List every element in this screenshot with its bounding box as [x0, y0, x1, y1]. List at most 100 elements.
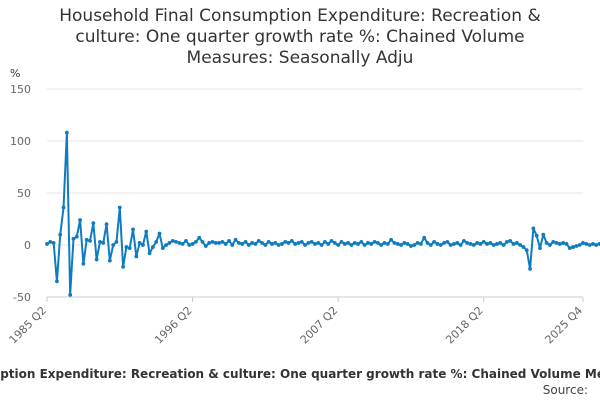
data-point-109 [405, 242, 410, 246]
data-point-149 [538, 246, 542, 251]
data-point-91 [346, 241, 350, 245]
data-point-73 [286, 241, 291, 245]
data-point-146 [528, 267, 532, 271]
data-point-159 [571, 245, 575, 249]
data-point-164 [587, 243, 592, 247]
y-tick-label-1: 100 [10, 135, 31, 148]
data-point-119 [438, 243, 443, 247]
data-point-126 [461, 238, 466, 243]
data-point-60 [243, 239, 248, 244]
data-point-117 [432, 239, 437, 244]
data-point-18 [104, 222, 109, 227]
data-point-74 [289, 238, 294, 243]
x-axis: 1985 Q2 1996 Q2 2007 Q2 2018 Q2 2025 Q4 [7, 296, 585, 347]
data-point-122 [448, 243, 453, 247]
data-point-89 [339, 239, 344, 244]
data-point-153 [551, 239, 556, 244]
data-point-17 [101, 241, 106, 245]
data-point-24 [124, 245, 129, 249]
data-point-161 [577, 243, 582, 247]
data-point-65 [260, 241, 264, 245]
data-point-100 [375, 241, 380, 245]
data-point-54 [223, 242, 228, 246]
data-point-48 [203, 244, 208, 248]
data-point-31 [147, 251, 152, 256]
data-point-37 [167, 241, 172, 245]
data-point-67 [266, 239, 271, 244]
y-tick-label-0: 150 [10, 83, 31, 96]
data-point-51 [213, 241, 218, 245]
data-point-78 [303, 243, 307, 247]
data-point-162 [581, 241, 585, 245]
data-point-27 [134, 254, 139, 259]
data-point-108 [402, 241, 407, 245]
data-point-121 [445, 239, 450, 244]
data-point-86 [329, 238, 334, 243]
data-point-55 [227, 238, 231, 243]
data-point-125 [458, 243, 463, 247]
data-point-148 [534, 233, 539, 238]
data-point-151 [544, 241, 549, 245]
data-point-103 [385, 242, 390, 246]
y-tick-label-2: 50 [17, 187, 31, 200]
data-point-104 [389, 237, 393, 242]
data-point-139 [505, 239, 509, 244]
data-point-142 [514, 241, 519, 245]
data-point-4 [58, 232, 63, 237]
data-point-129 [471, 243, 476, 247]
x-tick-label-3: 2018 Q2 [443, 304, 486, 347]
data-point-39 [174, 239, 178, 244]
data-point-7 [68, 293, 73, 297]
data-point-45 [193, 239, 198, 244]
data-point-134 [488, 241, 493, 245]
data-point-28 [137, 241, 142, 245]
data-point-131 [478, 242, 483, 246]
data-point-61 [246, 243, 251, 247]
chart-title-line-1: Household Final Consumption Expenditure:… [59, 6, 541, 26]
y-tick-label-3: 0 [24, 239, 31, 252]
data-point-40 [177, 241, 182, 245]
data-point-10 [78, 218, 82, 222]
data-point-0 [45, 242, 49, 246]
data-point-76 [296, 241, 301, 245]
y-axis-unit-label: % [10, 67, 21, 80]
data-point-25 [127, 246, 132, 251]
data-point-111 [412, 243, 417, 247]
data-point-2 [51, 241, 56, 245]
data-point-5 [61, 205, 66, 210]
data-point-21 [114, 239, 119, 244]
data-point-157 [564, 242, 569, 246]
data-point-128 [468, 242, 473, 246]
data-point-133 [485, 242, 489, 246]
data-point-49 [207, 241, 212, 245]
data-point-94 [356, 242, 360, 246]
data-point-83 [319, 243, 324, 247]
data-point-163 [584, 242, 589, 246]
data-point-14 [91, 221, 96, 226]
data-point-136 [495, 242, 499, 246]
data-point-145 [524, 248, 529, 253]
data-point-41 [180, 242, 185, 246]
data-point-87 [332, 241, 337, 245]
series-line [46, 131, 600, 296]
data-point-34 [157, 231, 162, 236]
data-point-97 [366, 241, 370, 245]
data-point-72 [283, 239, 288, 244]
data-point-43 [187, 243, 192, 247]
data-point-20 [111, 243, 116, 247]
data-point-137 [498, 241, 503, 245]
gridlines [47, 88, 583, 298]
data-point-77 [299, 239, 304, 244]
data-point-3 [55, 279, 59, 284]
chart-caption-text: Household Final Consumption Expenditure:… [0, 367, 600, 381]
data-point-59 [240, 242, 245, 246]
data-point-165 [591, 242, 595, 246]
data-point-101 [379, 243, 384, 247]
data-point-112 [415, 241, 420, 245]
data-point-96 [362, 243, 367, 247]
chart-caption: Household Final Consumption Expenditure:… [0, 367, 600, 383]
data-point-141 [511, 242, 516, 246]
data-point-6 [64, 130, 69, 135]
data-point-64 [256, 238, 261, 243]
data-point-167 [597, 242, 600, 246]
